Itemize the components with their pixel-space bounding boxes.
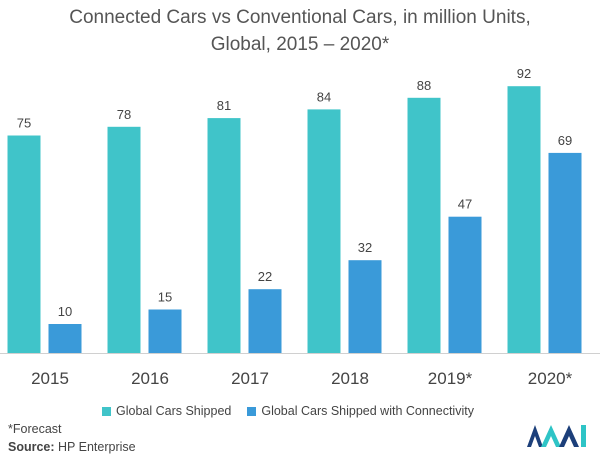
bar-connected-2020 — [548, 152, 582, 353]
data-label: 10 — [58, 304, 72, 319]
source-label: Source: — [8, 440, 55, 454]
bars-group: 75 10 78 15 81 22 84 32 88 47 92 69 — [7, 66, 582, 354]
legend-item-connected-cars: Global Cars Shipped with Connectivity — [247, 404, 474, 418]
bar-global-2020 — [507, 86, 541, 353]
data-label: 92 — [517, 66, 531, 81]
x-tick-label: 2020* — [528, 369, 573, 388]
x-tick-label: 2018 — [331, 369, 369, 388]
legend-swatch-icon — [247, 406, 257, 416]
bar-global-2017 — [207, 118, 241, 353]
x-tick-label: 2019* — [428, 369, 473, 388]
source-line: Source: HP Enterprise — [8, 438, 136, 456]
x-tick-labels: 2015 2016 2017 2018 2019* 2020* — [31, 369, 573, 388]
data-label: 78 — [117, 107, 131, 122]
forecast-note: *Forecast — [8, 422, 62, 436]
mordor-logo-icon — [527, 425, 586, 447]
x-tick-label: 2017 — [231, 369, 269, 388]
bar-global-2016 — [107, 126, 141, 353]
bar-connected-2019 — [448, 216, 482, 353]
bar-connected-2015 — [48, 324, 82, 353]
chart-title: Connected Cars vs Conventional Cars, in … — [0, 4, 600, 58]
legend: Global Cars Shipped Global Cars Shipped … — [102, 404, 474, 418]
data-label: 88 — [417, 78, 431, 93]
bar-global-2018 — [307, 109, 341, 354]
data-label: 69 — [558, 133, 572, 148]
x-tick-label: 2016 — [131, 369, 169, 388]
bar-global-2015 — [7, 135, 41, 353]
chart-title-line-2: Global, 2015 – 2020* — [210, 34, 390, 55]
data-label: 15 — [158, 290, 172, 305]
legend-label: Global Cars Shipped — [116, 404, 232, 418]
legend-label: Global Cars Shipped with Connectivity — [261, 404, 474, 418]
data-label: 22 — [258, 269, 272, 284]
data-label: 84 — [317, 89, 331, 104]
bar-connected-2016 — [148, 309, 182, 353]
data-label: 32 — [358, 240, 372, 255]
data-label: 75 — [17, 116, 31, 131]
footnote: *Forecast Source: HP Enterprise — [8, 420, 136, 456]
source-value: HP Enterprise — [58, 440, 136, 454]
data-label: 47 — [458, 197, 472, 212]
bar-connected-2018 — [348, 260, 382, 353]
legend-swatch-icon — [102, 406, 111, 416]
x-tick-label: 2015 — [31, 369, 69, 388]
bar-global-2019 — [407, 97, 441, 353]
data-label: 81 — [217, 98, 231, 113]
legend-item-global-cars: Global Cars Shipped — [102, 404, 231, 418]
bar-connected-2017 — [248, 289, 282, 353]
chart-title-line-1: Connected Cars vs Conventional Cars, in … — [69, 7, 531, 28]
